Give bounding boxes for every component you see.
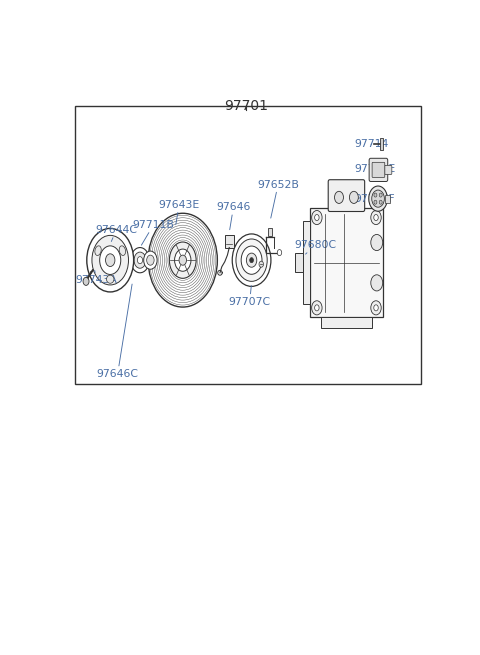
Circle shape [241, 246, 262, 274]
Circle shape [179, 255, 186, 265]
Circle shape [314, 305, 319, 311]
Circle shape [369, 186, 387, 212]
Circle shape [312, 210, 322, 225]
Bar [321, 317, 372, 328]
FancyBboxPatch shape [372, 162, 385, 178]
Text: 97714: 97714 [354, 139, 388, 149]
Circle shape [148, 214, 217, 307]
Circle shape [87, 229, 133, 292]
Circle shape [144, 251, 157, 269]
Circle shape [175, 249, 191, 271]
Bar [268, 228, 273, 236]
Circle shape [259, 261, 264, 267]
Circle shape [374, 200, 377, 204]
Text: 97701: 97701 [224, 99, 268, 113]
Circle shape [106, 253, 115, 267]
Ellipse shape [119, 246, 126, 255]
Circle shape [374, 215, 378, 221]
Circle shape [236, 239, 267, 282]
Circle shape [131, 248, 149, 272]
Circle shape [379, 193, 382, 197]
Bar [380, 138, 383, 150]
Circle shape [371, 301, 381, 315]
Circle shape [379, 200, 382, 204]
Text: 97646: 97646 [216, 202, 251, 230]
Circle shape [250, 257, 253, 263]
Circle shape [374, 305, 378, 311]
Circle shape [349, 191, 359, 204]
Circle shape [314, 215, 319, 221]
FancyBboxPatch shape [369, 159, 388, 181]
Circle shape [371, 275, 383, 291]
Circle shape [372, 190, 384, 207]
Text: 97743A: 97743A [76, 271, 118, 286]
Circle shape [169, 242, 196, 278]
Bar [75, 106, 421, 384]
Circle shape [137, 257, 143, 264]
Circle shape [277, 250, 282, 255]
FancyBboxPatch shape [385, 165, 392, 174]
Bar [385, 195, 390, 202]
Bar [303, 221, 310, 305]
Text: 97711B: 97711B [132, 220, 174, 245]
Circle shape [371, 234, 383, 251]
Circle shape [147, 255, 154, 265]
Text: 97646C: 97646C [96, 284, 139, 379]
Circle shape [134, 252, 146, 269]
Ellipse shape [107, 275, 114, 283]
FancyBboxPatch shape [310, 208, 383, 317]
Circle shape [335, 191, 344, 204]
Circle shape [92, 235, 129, 285]
Text: 97717E: 97717E [354, 164, 395, 174]
Bar [225, 235, 234, 248]
Circle shape [232, 234, 271, 286]
Circle shape [100, 246, 121, 274]
Text: 97652B: 97652B [257, 179, 299, 218]
Text: 97680C: 97680C [294, 240, 336, 254]
Circle shape [246, 253, 257, 267]
Circle shape [374, 193, 377, 197]
Text: 97644C: 97644C [96, 225, 137, 242]
FancyBboxPatch shape [328, 179, 365, 212]
Text: 97717F: 97717F [354, 194, 395, 204]
Circle shape [371, 210, 381, 225]
Circle shape [312, 301, 322, 315]
Circle shape [83, 277, 89, 286]
Text: 97643E: 97643E [158, 200, 200, 225]
Bar [295, 253, 303, 272]
Text: 97707C: 97707C [228, 286, 271, 307]
Ellipse shape [95, 246, 101, 255]
